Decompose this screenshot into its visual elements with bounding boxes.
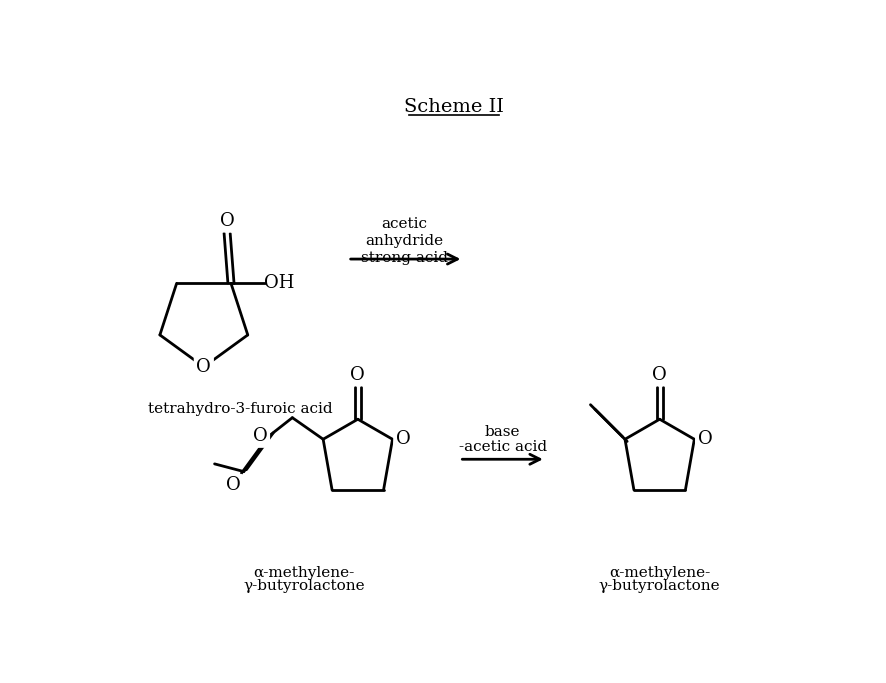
Text: -acetic acid: -acetic acid — [459, 440, 547, 454]
Text: O: O — [253, 427, 268, 445]
Text: acetic: acetic — [381, 217, 427, 232]
Text: O: O — [226, 477, 240, 494]
Text: base: base — [485, 426, 520, 439]
Text: strong acid: strong acid — [361, 251, 447, 264]
Text: O: O — [220, 212, 235, 230]
Text: tetrahydro-3-furoic acid: tetrahydro-3-furoic acid — [148, 402, 332, 416]
Text: α-methylene-: α-methylene- — [253, 566, 354, 581]
Text: O: O — [652, 365, 667, 384]
Text: OH: OH — [263, 275, 294, 292]
Text: anhydride: anhydride — [365, 234, 443, 249]
Text: γ-butyrolactone: γ-butyrolactone — [599, 579, 720, 594]
Text: O: O — [396, 430, 410, 448]
Text: Scheme II: Scheme II — [404, 98, 504, 115]
Text: α-methylene-: α-methylene- — [609, 566, 711, 581]
Text: O: O — [351, 365, 365, 384]
Text: O: O — [698, 430, 712, 448]
Text: γ-butyrolactone: γ-butyrolactone — [243, 579, 365, 594]
Text: O: O — [197, 358, 211, 376]
